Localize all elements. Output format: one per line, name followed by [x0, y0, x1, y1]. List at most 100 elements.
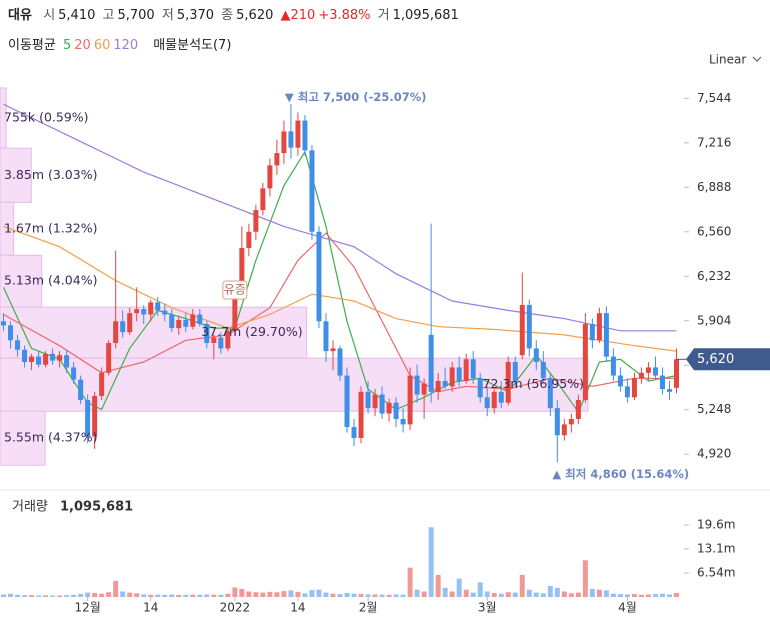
x-tick-label: 4월 [618, 601, 637, 615]
legend-entry[interactable]: 120 [113, 38, 139, 53]
candle-body [1, 321, 7, 326]
candle-body [554, 408, 560, 436]
volume-bar [85, 592, 91, 597]
low-annotation: ▲ 최저 4,860 (15.64%) [552, 467, 689, 481]
candle-body [57, 355, 63, 361]
candle-body [449, 367, 455, 387]
volume-bar [554, 587, 560, 597]
volume-bar [190, 594, 196, 597]
candle-body [610, 356, 616, 376]
chevron[interactable] [752, 56, 762, 62]
candle-body [372, 394, 378, 409]
x-tick-label: 2022 [220, 601, 251, 615]
legend-entry[interactable]: 60 [93, 38, 111, 53]
volume-bar [113, 580, 119, 597]
volume-bar [498, 593, 504, 597]
ma-line [2, 150, 677, 414]
candle-body [477, 378, 483, 398]
candle-body [113, 321, 119, 344]
y-tick-label: 7,544 [697, 91, 731, 105]
candle-body [267, 165, 273, 189]
profile-title[interactable]: 매물분석도(7) [153, 38, 232, 53]
volume-bar [232, 587, 238, 597]
candle-body [568, 418, 574, 425]
volume-bar [540, 593, 546, 597]
stock-name: 대유 [8, 8, 32, 23]
label: 고 [102, 8, 115, 23]
candle-body [400, 418, 406, 425]
volume-bar [393, 594, 399, 597]
profile-bar [0, 147, 32, 203]
volume-bar [372, 594, 378, 597]
volume-bar [379, 594, 385, 597]
volume-bar [407, 567, 413, 597]
candle-body [645, 367, 651, 373]
profile-label: 755k (0.59%) [4, 110, 89, 125]
volume-bar [344, 592, 350, 597]
candle-body [148, 302, 154, 315]
candle-body [50, 353, 56, 361]
volume-bar [323, 592, 329, 597]
volume-bar [512, 592, 518, 597]
volume-bar [351, 593, 357, 597]
candle-body [176, 319, 182, 329]
legend-entry[interactable]: 20 [74, 38, 91, 53]
label: 종 [221, 8, 234, 23]
y-tick-label: 6,232 [697, 269, 731, 283]
candle-body [582, 324, 588, 400]
volume-bar [575, 592, 581, 597]
v-tick-label: 13.1m [697, 541, 735, 555]
volume-bar [386, 594, 392, 597]
candle-body [512, 361, 518, 381]
candle-body [29, 356, 35, 362]
event-box [222, 280, 248, 300]
candle-body [365, 391, 371, 409]
candle-body [666, 389, 672, 392]
volume-bar [78, 594, 84, 597]
value: 5,620 [236, 8, 274, 23]
volume-bar [197, 594, 203, 597]
legend-entry[interactable]: 5 [62, 38, 72, 53]
candle-body [281, 131, 287, 154]
candle-body [274, 153, 280, 166]
quote-row: 대유 시 5,410 고 5,700 저 5,370 종 5,620 ▲210 +3.88… [8, 4, 462, 23]
candle-body [239, 248, 245, 297]
volume-bar [624, 594, 630, 597]
candle-body [638, 372, 644, 379]
volume-bar [358, 594, 364, 597]
candle-body [498, 391, 504, 403]
profile-label: 5.55m (4.37%) [4, 430, 97, 445]
volume-bar [8, 593, 14, 597]
volume-bar [99, 593, 105, 597]
volume-bar [120, 591, 126, 597]
volume-bar [456, 578, 462, 597]
candle-body [197, 314, 203, 325]
volume-bar [29, 595, 35, 597]
volume-bar [316, 589, 322, 597]
volume-bar [491, 592, 497, 597]
volume-bar [414, 589, 420, 597]
ma-line [3, 103, 677, 332]
x-tick-label: 14 [143, 601, 158, 615]
volume-bar [400, 594, 406, 597]
volume-bar [295, 591, 301, 597]
candle-body [316, 231, 322, 322]
profile-bar [0, 357, 589, 412]
candle-body [603, 313, 609, 357]
volume-bar [218, 594, 224, 597]
high-annotation: ▼ 최고 7,500 (-25.07%) [285, 90, 427, 104]
candle-body [218, 337, 224, 349]
volume-bar [134, 593, 140, 597]
candle-body [211, 337, 217, 344]
volume-bar [127, 592, 133, 597]
candle-body [323, 321, 329, 352]
volume-bar [64, 595, 70, 597]
volume-bar [176, 594, 182, 597]
volume-bar [267, 591, 273, 597]
candle-body [302, 120, 308, 151]
v-tick-label: 19.6m [697, 518, 735, 532]
candle-body [71, 367, 77, 380]
label: 저 [161, 8, 174, 23]
scale-toggle[interactable]: Linear [709, 53, 746, 67]
candle-body [386, 402, 392, 414]
